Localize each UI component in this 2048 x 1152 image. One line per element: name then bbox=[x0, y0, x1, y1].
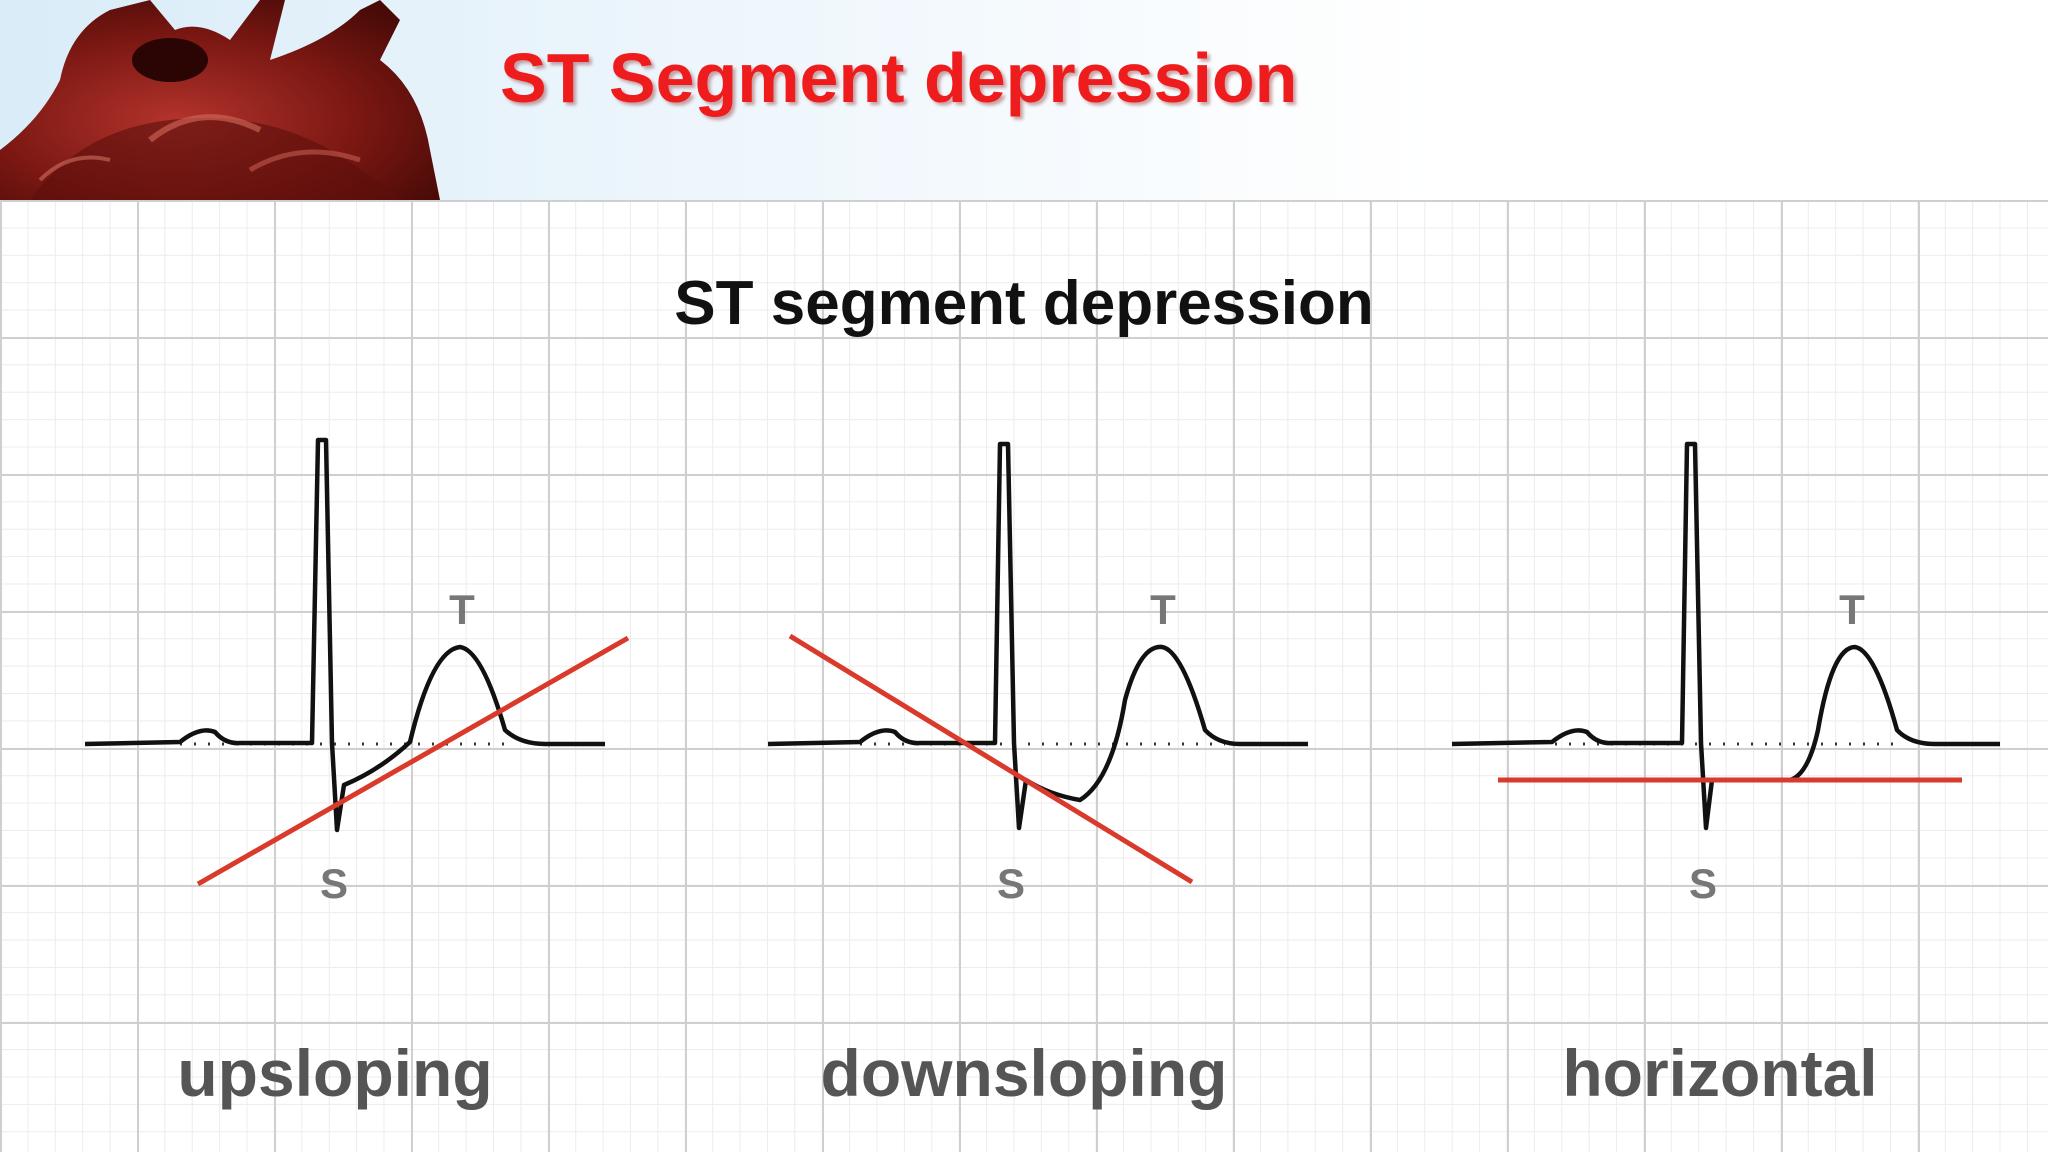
t-wave-label: T bbox=[449, 586, 475, 633]
s-wave-label: S bbox=[320, 860, 348, 907]
t-wave-label: T bbox=[1839, 586, 1865, 633]
st-slope-line bbox=[196, 635, 630, 887]
slide-header: ST Segment depression bbox=[0, 0, 2048, 200]
panel-upsloping: T S bbox=[84, 437, 630, 907]
panel-label-horizontal: horizontal bbox=[1562, 1036, 1878, 1110]
ecg-figure: ST segment depression T S T S T S upslop… bbox=[0, 200, 2048, 1152]
s-wave-label: S bbox=[997, 860, 1025, 907]
figure-title: ST segment depression bbox=[674, 269, 1374, 338]
ecg-diagram: T S T S T S bbox=[84, 437, 2000, 907]
ecg-trace bbox=[84, 437, 605, 833]
ecg-grid bbox=[0, 200, 2048, 1152]
panel-downsloping: T S bbox=[767, 441, 1308, 907]
slide-title: ST Segment depression bbox=[500, 39, 1298, 117]
ecg-trace bbox=[767, 441, 1308, 831]
panel-label-upsloping: upsloping bbox=[177, 1036, 493, 1110]
st-slope-line bbox=[788, 633, 1194, 885]
t-wave-label: T bbox=[1150, 586, 1176, 633]
ecg-trace bbox=[1451, 441, 2000, 831]
heart-image bbox=[0, 0, 440, 200]
panel-label-downsloping: downsloping bbox=[820, 1036, 1228, 1110]
panel-horizontal: T S bbox=[1451, 441, 2000, 907]
s-wave-label: S bbox=[1689, 860, 1717, 907]
